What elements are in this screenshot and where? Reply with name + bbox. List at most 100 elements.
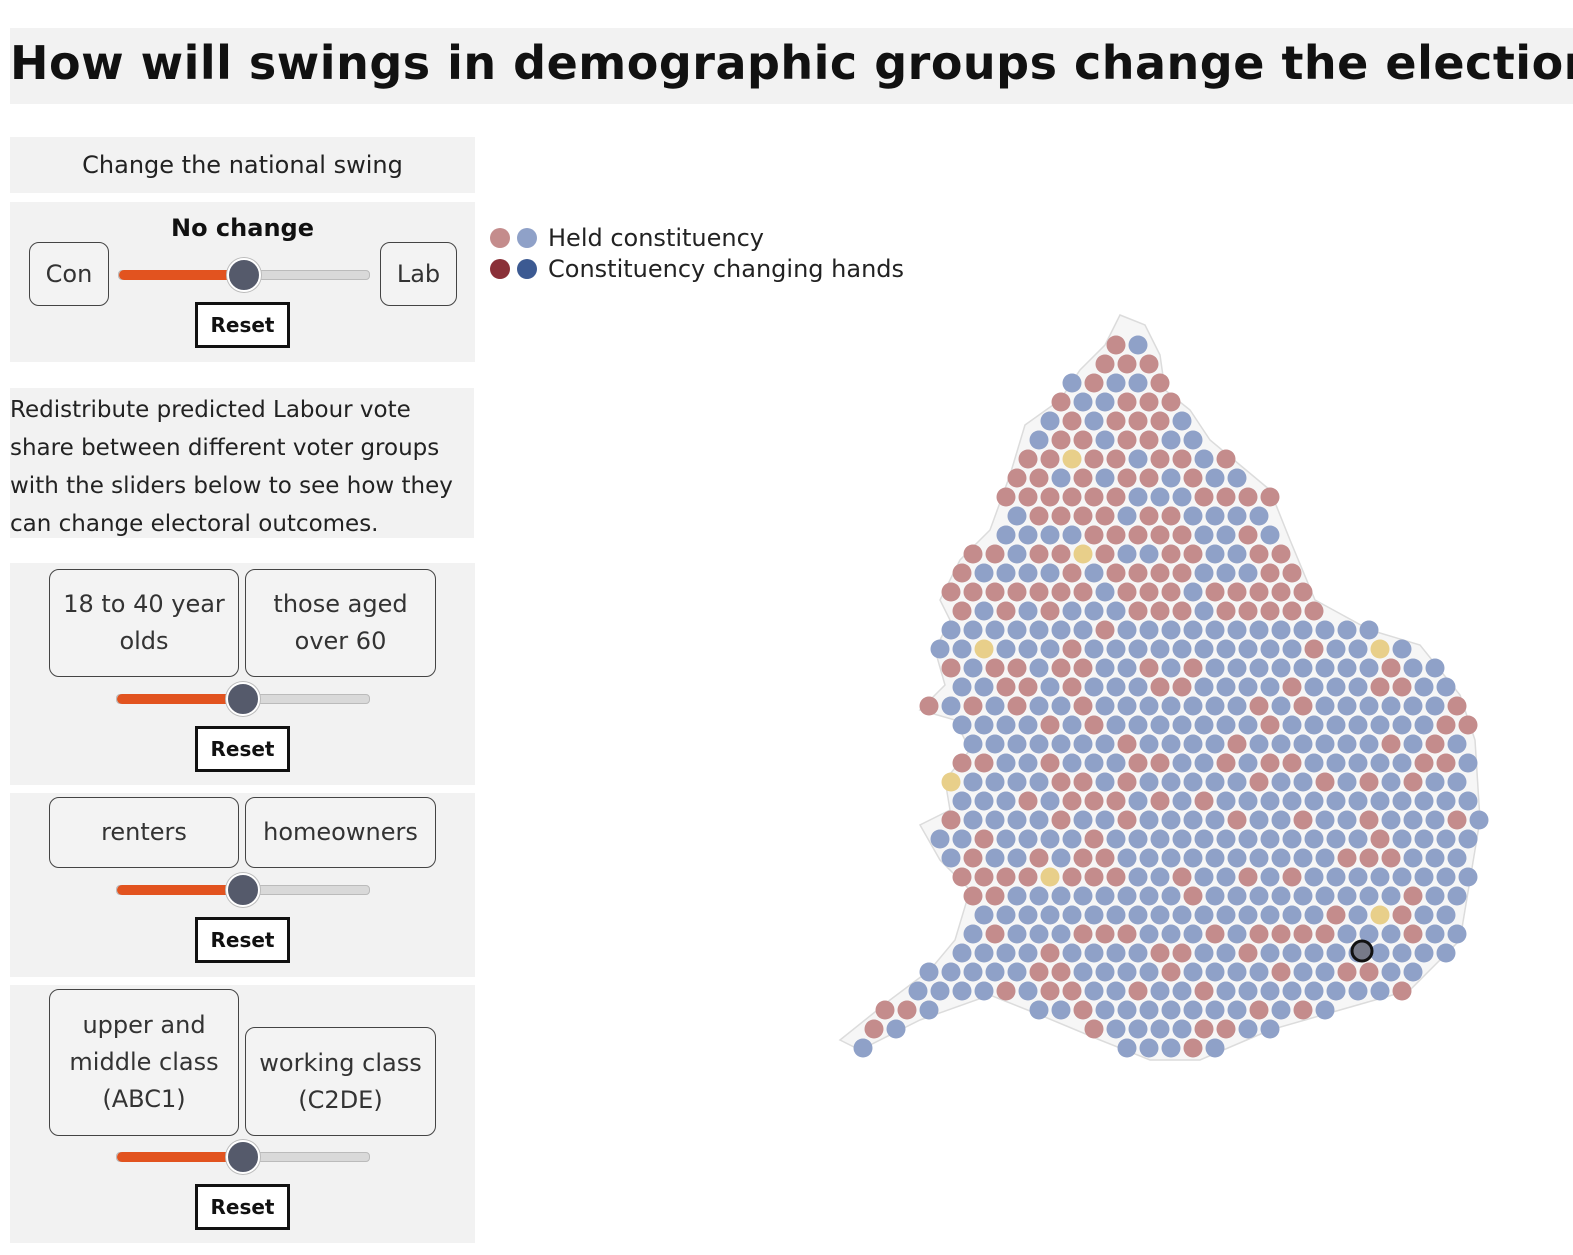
constituency-dot[interactable] [1315,810,1335,830]
constituency-dot[interactable] [1194,601,1214,621]
constituency-dot[interactable] [1403,848,1423,868]
constituency-dot[interactable] [1117,468,1137,488]
constituency-dot[interactable] [1381,810,1401,830]
constituency-dot[interactable] [1150,449,1170,469]
constituency-dot[interactable] [996,753,1016,773]
constituency-dot[interactable] [952,715,972,735]
constituency-dot[interactable] [1106,715,1126,735]
constituency-dot[interactable] [996,867,1016,887]
constituency-dot[interactable] [1414,829,1434,849]
constituency-dot[interactable] [1326,943,1346,963]
constituency-dot[interactable] [864,1019,884,1039]
constituency-dot[interactable] [1271,696,1291,716]
constituency-dot[interactable] [1172,487,1192,507]
constituency-dot[interactable] [996,791,1016,811]
constituency-dot[interactable] [1040,601,1060,621]
constituency-dot[interactable] [1150,487,1170,507]
national-reset-button[interactable]: Reset [195,302,290,348]
constituency-dot[interactable] [1062,525,1082,545]
constituency-dot[interactable] [1337,696,1357,716]
constituency-dot[interactable] [1007,810,1027,830]
constituency-dot[interactable] [1359,962,1379,982]
constituency-dot[interactable] [1359,696,1379,716]
constituency-dot[interactable] [1172,867,1192,887]
constituency-dot[interactable] [1205,924,1225,944]
constituency-dot[interactable] [1359,734,1379,754]
constituency-dot[interactable] [1040,753,1060,773]
constituency-dot[interactable] [1194,1019,1214,1039]
constituency-dot[interactable] [1073,772,1093,792]
constituency-dot[interactable] [1106,981,1126,1001]
constituency-dot[interactable] [1271,620,1291,640]
constituency-dot[interactable] [1007,696,1027,716]
constituency-dot[interactable] [1370,981,1390,1001]
constituency-dot[interactable] [1139,886,1159,906]
constituency-dot[interactable] [1205,734,1225,754]
constituency-dot[interactable] [1062,905,1082,925]
constituency-dot[interactable] [941,582,961,602]
constituency-dot[interactable] [1051,962,1071,982]
constituency-dot[interactable] [1018,943,1038,963]
constituency-dot[interactable] [974,715,994,735]
constituency-dot[interactable] [1216,981,1236,1001]
constituency-dot[interactable] [1183,658,1203,678]
constituency-dot[interactable] [1271,924,1291,944]
constituency-dot[interactable] [1073,544,1093,564]
constituency-dot[interactable] [1062,791,1082,811]
constituency-dot[interactable] [1040,563,1060,583]
constituency-dot[interactable] [1249,1000,1269,1020]
constituency-dot[interactable] [1315,924,1335,944]
constituency-dot[interactable] [1469,810,1489,830]
constituency-dot[interactable] [1040,905,1060,925]
constituency-dot[interactable] [1216,601,1236,621]
constituency-dot[interactable] [1128,563,1148,583]
constituency-dot[interactable] [1304,753,1324,773]
constituency-dot[interactable] [1227,886,1247,906]
constituency-dot[interactable] [1194,829,1214,849]
constituency-dot[interactable] [1029,658,1049,678]
constituency-dot[interactable] [1106,411,1126,431]
constituency-dot[interactable] [1117,544,1137,564]
constituency-dot[interactable] [1128,449,1148,469]
constituency-dot[interactable] [1062,677,1082,697]
constituency-dot[interactable] [1183,886,1203,906]
constituency-dot[interactable] [1260,905,1280,925]
constituency-dot[interactable] [1216,1019,1236,1039]
constituency-dot[interactable] [1150,1019,1170,1039]
constituency-dot[interactable] [1227,620,1247,640]
constituency-dot[interactable] [1161,886,1181,906]
constituency-dot[interactable] [1018,449,1038,469]
constituency-dot[interactable] [1106,867,1126,887]
constituency-dot[interactable] [1392,981,1412,1001]
renters-button[interactable]: renters [49,797,239,868]
constituency-dot[interactable] [1238,715,1258,735]
constituency-dot[interactable] [1348,753,1368,773]
constituency-dot[interactable] [1260,487,1280,507]
constituency-dot[interactable] [1403,658,1423,678]
constituency-dot[interactable] [930,981,950,1001]
constituency-dot[interactable] [952,943,972,963]
constituency-dot[interactable] [1227,810,1247,830]
constituency-dot[interactable] [1150,677,1170,697]
constituency-dot[interactable] [1414,867,1434,887]
constituency-dot[interactable] [1370,829,1390,849]
constituency-dot[interactable] [1216,753,1236,773]
constituency-dot[interactable] [1249,658,1269,678]
constituency-dot[interactable] [1040,677,1060,697]
constituency-dot[interactable] [1381,886,1401,906]
constituency-dot[interactable] [952,677,972,697]
constituency-dot[interactable] [1370,943,1390,963]
constituency-dot[interactable] [1062,981,1082,1001]
age-reset-button[interactable]: Reset [195,726,290,772]
constituency-dot[interactable] [985,696,1005,716]
constituency-dot[interactable] [1403,696,1423,716]
constituency-dot[interactable] [1007,962,1027,982]
constituency-dot[interactable] [1260,601,1280,621]
constituency-dot[interactable] [1227,1000,1247,1020]
constituency-dot[interactable] [1117,392,1137,412]
constituency-dot[interactable] [1315,962,1335,982]
constituency-dot[interactable] [1425,848,1445,868]
constituency-dot[interactable] [996,943,1016,963]
constituency-dot[interactable] [1392,715,1412,735]
constituency-dot[interactable] [1139,772,1159,792]
